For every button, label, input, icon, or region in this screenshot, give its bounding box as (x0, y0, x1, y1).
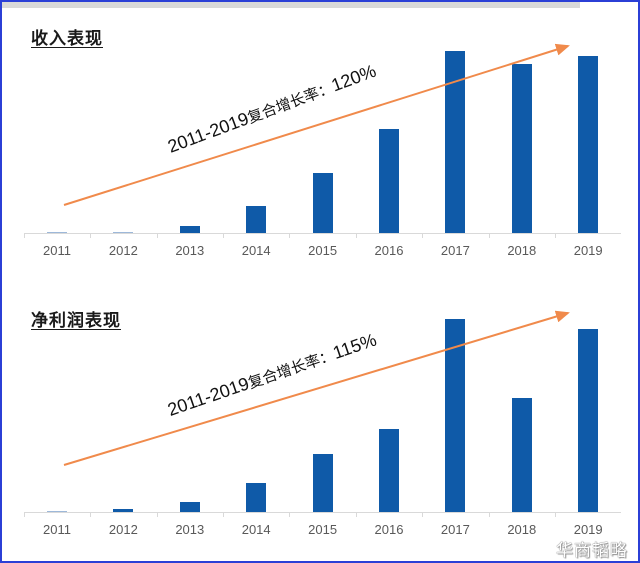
x-tick (223, 233, 224, 238)
bar-2012 (113, 232, 134, 233)
x-tick-label: 2015 (308, 243, 338, 258)
bar-2016 (379, 129, 399, 233)
revenue-chart-panel: 收入表现 2011 2012 2013 2014 2015 2016 2017 2018 201… (0, 0, 640, 280)
x-tick (422, 233, 423, 238)
x-tick (422, 512, 423, 517)
x-tick-label: 2016 (374, 522, 404, 537)
bar-2019 (578, 56, 599, 233)
bar-2012 (113, 509, 134, 512)
x-tick (356, 512, 357, 517)
net-profit-x-axis (24, 512, 621, 513)
x-tick-label: 2013 (175, 522, 205, 537)
x-tick (24, 512, 25, 517)
top-strip-left (2, 2, 290, 8)
revenue-chart-title: 收入表现 (31, 29, 103, 49)
net-profit-plot-area: 2011 2012 2013 2014 2015 2016 2017 2018 2019 (24, 0, 621, 563)
bar-2014 (246, 483, 267, 512)
x-tick-label: 2016 (374, 243, 404, 258)
bar-2015 (312, 173, 333, 233)
watermark: 华商韬略 (556, 541, 628, 561)
bar-2018 (511, 398, 532, 512)
revenue-x-axis (24, 233, 621, 234)
top-strip-right (290, 2, 580, 8)
bar-2011 (47, 232, 67, 233)
x-tick (555, 512, 556, 517)
x-tick (24, 233, 25, 238)
bar-2014 (246, 206, 267, 233)
x-tick-label: 2011 (43, 522, 71, 537)
x-tick (90, 512, 91, 517)
bar-2019 (578, 329, 599, 512)
x-tick-label: 2014 (241, 243, 271, 258)
revenue-trend-arrow (63, 43, 570, 206)
x-tick-label: 2014 (241, 522, 271, 537)
x-tick (489, 233, 490, 238)
x-tick (289, 512, 290, 517)
bar-2015 (312, 454, 333, 512)
x-tick-label: 2018 (507, 522, 537, 537)
bar-2017 (445, 51, 466, 233)
x-tick-label: 2019 (573, 243, 603, 258)
bar-2016 (379, 429, 399, 512)
bar-2013 (179, 226, 200, 233)
x-tick (157, 512, 158, 517)
x-tick-label: 2011 (43, 243, 71, 258)
x-tick (157, 233, 158, 238)
bar-2013 (179, 502, 200, 512)
x-tick (555, 233, 556, 238)
x-tick (289, 233, 290, 238)
x-tick (489, 512, 490, 517)
x-tick (90, 233, 91, 238)
x-tick-label: 2015 (308, 522, 338, 537)
x-tick-label: 2013 (175, 243, 205, 258)
bar-2018 (511, 64, 532, 233)
x-tick-label: 2017 (440, 243, 470, 258)
x-tick-label: 2018 (507, 243, 537, 258)
net-profit-chart-title: 净利润表现 (31, 311, 121, 331)
x-tick-label: 2012 (108, 243, 138, 258)
revenue-plot-area: 2011 2012 2013 2014 2015 2016 2017 2018 2019 (24, 0, 621, 280)
bar-2011 (47, 511, 67, 512)
x-tick-label: 2017 (440, 522, 470, 537)
x-tick (356, 233, 357, 238)
bar-2017 (445, 319, 466, 512)
x-tick-label: 2019 (573, 522, 603, 537)
x-tick (223, 512, 224, 517)
x-tick-label: 2012 (108, 522, 138, 537)
